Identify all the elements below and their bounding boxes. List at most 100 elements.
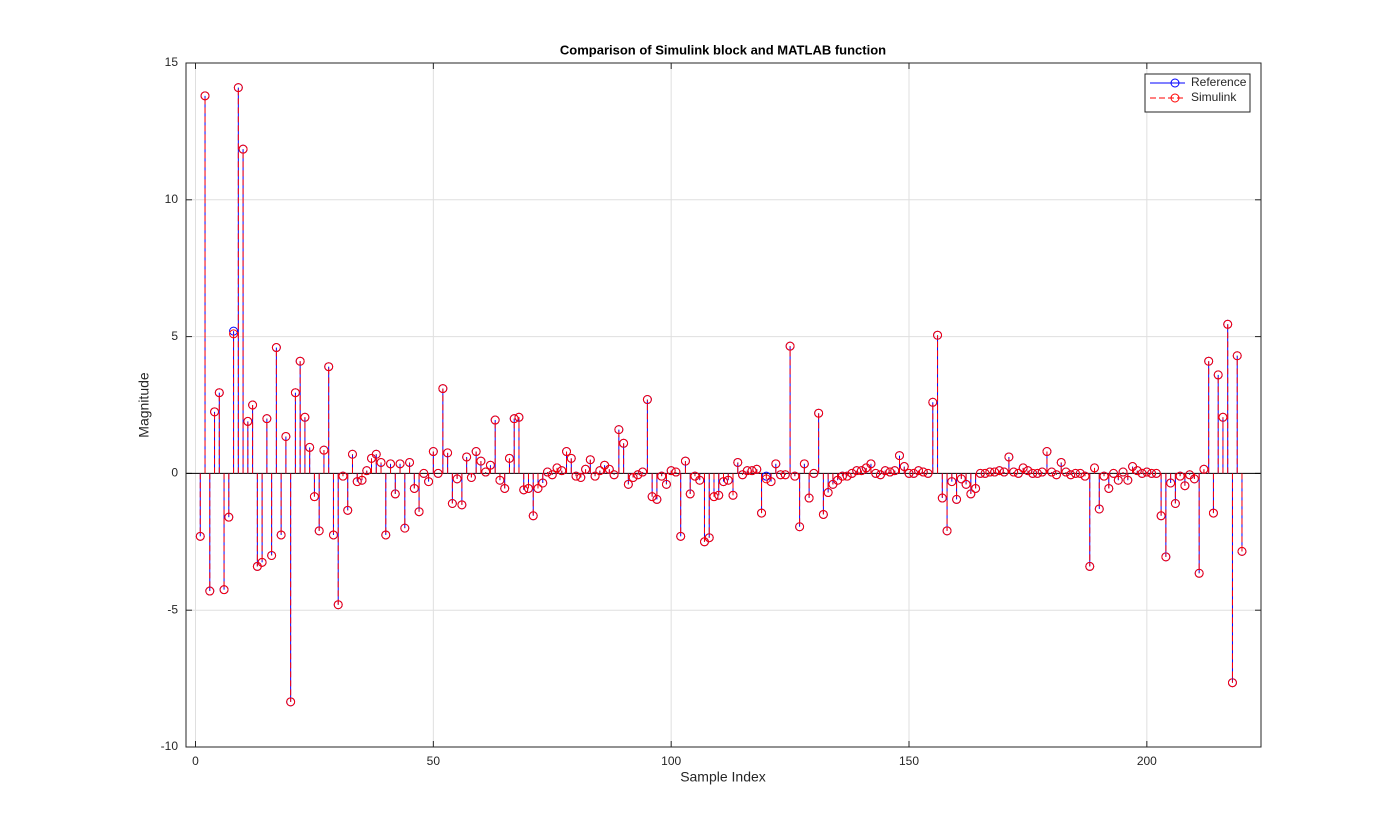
- stem-marker: [1123, 475, 1133, 485]
- stem-marker: [271, 343, 281, 353]
- stem-marker: [338, 471, 348, 481]
- y-tick-label: 10: [165, 192, 179, 206]
- stem-marker: [890, 466, 900, 476]
- stem-marker: [933, 330, 943, 340]
- stem-marker: [471, 447, 481, 457]
- stem-marker: [1090, 463, 1100, 473]
- stem-marker: [785, 341, 795, 351]
- stem-marker: [290, 388, 300, 398]
- stem-marker: [424, 477, 434, 487]
- stem-marker: [1032, 468, 1042, 478]
- stem-marker: [214, 388, 224, 398]
- stem-marker: [319, 445, 329, 455]
- y-axis-label: Magnitude: [136, 372, 152, 438]
- stem-marker: [695, 475, 705, 485]
- stem-marker: [1175, 471, 1185, 481]
- plot-frame: [185, 62, 1262, 748]
- stem-marker: [990, 467, 1000, 477]
- stem-marker: [1204, 356, 1214, 366]
- stem-marker: [543, 467, 553, 477]
- stem-marker: [362, 466, 372, 476]
- x-tick-label: 0: [192, 754, 199, 768]
- stem-marker: [671, 467, 681, 477]
- stem-marker: [937, 493, 947, 503]
- stem-marker: [595, 466, 605, 476]
- stem-marker: [804, 493, 814, 503]
- stem-marker: [229, 329, 239, 339]
- stem-marker: [1009, 467, 1019, 477]
- stem-marker: [343, 505, 353, 515]
- stem-marker: [985, 467, 995, 477]
- stem-marker: [799, 459, 809, 469]
- legend-marker: [1170, 78, 1180, 88]
- stem-marker: [224, 512, 234, 522]
- stem-marker: [376, 457, 386, 467]
- stem-marker: [752, 464, 762, 474]
- stem-marker: [795, 522, 805, 532]
- stem-marker: [837, 471, 847, 481]
- stem-marker: [1199, 464, 1209, 474]
- stem-marker: [405, 457, 415, 467]
- x-tick-label: 150: [899, 754, 919, 768]
- stem-marker: [814, 408, 824, 418]
- stem-marker: [747, 466, 757, 476]
- stem-marker: [538, 478, 548, 488]
- stem-marker: [847, 468, 857, 478]
- stem-marker: [733, 457, 743, 467]
- stem-marker: [1237, 546, 1247, 556]
- stem-marker: [1113, 475, 1123, 485]
- stem-marker: [233, 83, 243, 93]
- stem-marker: [866, 459, 876, 469]
- stem-marker: [419, 468, 429, 478]
- stem-marker: [200, 91, 210, 101]
- stem-marker: [295, 356, 305, 366]
- series: [195, 83, 1247, 707]
- stem-marker: [1028, 468, 1038, 478]
- stem-marker: [666, 466, 676, 476]
- stem-marker: [1142, 467, 1152, 477]
- stem-marker: [1161, 552, 1171, 562]
- stem-marker: [395, 459, 405, 469]
- stem-marker: [281, 431, 291, 441]
- y-tick-label: 5: [171, 329, 178, 343]
- stem-marker: [709, 492, 719, 502]
- stem-marker: [994, 466, 1004, 476]
- stem-marker: [1151, 468, 1161, 478]
- stem-marker: [566, 453, 576, 463]
- stem-marker: [871, 468, 881, 478]
- stem-marker: [1104, 483, 1114, 493]
- stem-marker: [766, 477, 776, 487]
- stem-marker: [352, 477, 362, 487]
- stem-marker: [1156, 511, 1166, 521]
- stem-marker: [1223, 319, 1233, 329]
- chart-title: Comparison of Simulink block and MATLAB …: [560, 42, 886, 57]
- stem-marker: [357, 475, 367, 485]
- legend-label: Simulink: [1191, 90, 1237, 104]
- stem-marker: [809, 468, 819, 478]
- stem-marker: [619, 438, 629, 448]
- stem-marker: [1023, 466, 1033, 476]
- stem-marker: [647, 492, 657, 502]
- stem-marker: [638, 467, 648, 477]
- stem-marker: [528, 511, 538, 521]
- legend-marker: [1170, 93, 1180, 103]
- x-tick-label: 100: [661, 754, 681, 768]
- stem-marker: [761, 474, 771, 484]
- stem-marker: [894, 451, 904, 461]
- stem-marker: [1180, 481, 1190, 491]
- stem-marker: [262, 414, 272, 424]
- stem-marker: [780, 470, 790, 480]
- stem-marker: [676, 531, 686, 541]
- stem-marker: [257, 557, 267, 567]
- stem-marker: [462, 452, 472, 462]
- stem-marker: [305, 442, 315, 452]
- stem-marker: [1004, 452, 1014, 462]
- stem-marker: [1047, 467, 1057, 477]
- stem-marker: [604, 464, 614, 474]
- stem-marker: [1042, 447, 1052, 457]
- stem-marker: [1208, 508, 1218, 518]
- stem-marker: [971, 483, 981, 493]
- stem-marker: [1213, 370, 1223, 380]
- stem-marker: [428, 447, 438, 457]
- legend-box: [1144, 73, 1251, 113]
